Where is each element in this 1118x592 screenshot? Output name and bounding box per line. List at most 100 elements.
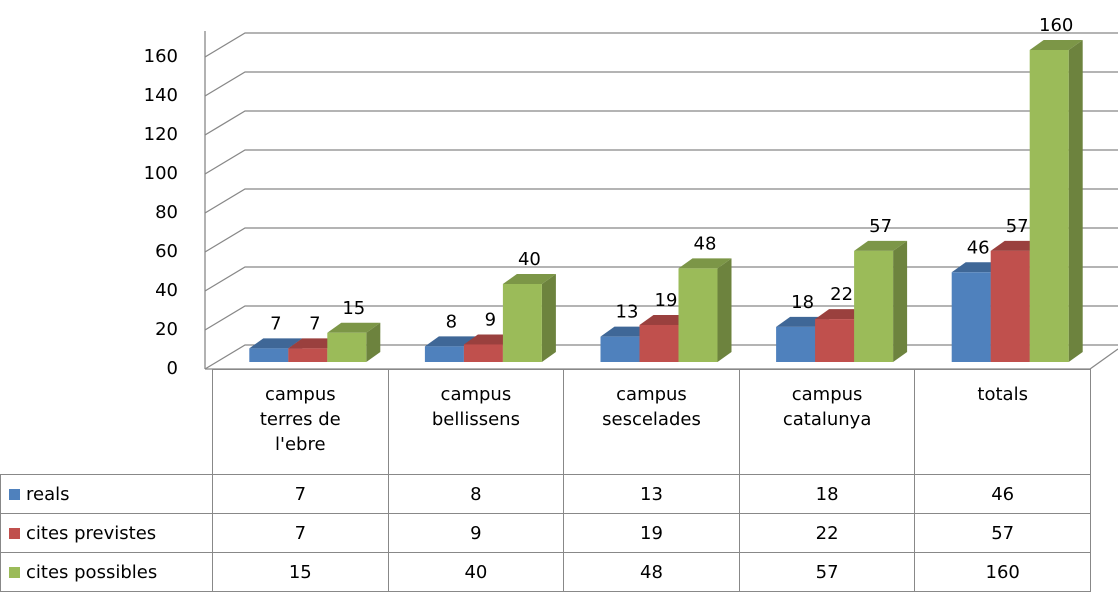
category-header: campus sescelades	[563, 369, 740, 475]
table-value: 22	[738, 513, 916, 553]
bar	[990, 250, 1030, 362]
data-label: 7	[309, 313, 320, 334]
data-label: 22	[830, 284, 853, 305]
table-value: 57	[738, 552, 916, 592]
cell-text: 160	[985, 561, 1020, 583]
cell-text: 15	[288, 561, 312, 583]
data-label: 40	[518, 249, 541, 270]
bar	[639, 324, 679, 362]
table-value: 40	[387, 552, 565, 592]
y-tick-label: 160	[144, 46, 178, 67]
table-value: 8	[387, 474, 565, 514]
cell-text: 19	[640, 522, 663, 544]
bar	[249, 348, 289, 362]
table-value: 15	[212, 552, 389, 592]
cell-text: 48	[640, 561, 663, 583]
y-tick-label: 60	[155, 241, 178, 262]
cell-text: 7	[294, 522, 307, 544]
cell-text: reals	[26, 483, 70, 505]
category-header: totals	[914, 369, 1091, 475]
grid-line	[204, 110, 1118, 136]
data-label: 57	[869, 216, 892, 237]
grid-line	[204, 149, 1118, 175]
cell-text: 8	[470, 483, 482, 505]
category-header: campus catalunya	[738, 369, 916, 475]
table-value: 48	[563, 552, 740, 592]
cell-text: 57	[815, 561, 839, 583]
y-tick-label: 80	[155, 202, 178, 223]
bar	[854, 250, 894, 362]
table-value: 19	[563, 513, 740, 553]
cell-text: campus catalunya	[782, 384, 872, 430]
bar-top	[1029, 40, 1083, 50]
legend-key	[9, 488, 20, 500]
bar-top	[249, 338, 303, 349]
table-value: 13	[563, 474, 740, 514]
bar-side	[1068, 40, 1083, 362]
legend-entry: reals	[0, 474, 213, 514]
bar	[502, 284, 542, 362]
bar	[463, 344, 503, 362]
bar-top	[424, 336, 478, 347]
data-label: 46	[967, 237, 990, 258]
legend-key	[9, 566, 20, 578]
grid-line	[204, 266, 1118, 292]
bar	[600, 336, 640, 362]
grid-line	[204, 305, 1118, 331]
bar	[776, 326, 816, 362]
data-label: 8	[446, 311, 457, 332]
data-label: 9	[485, 309, 496, 330]
cell-text: 40	[464, 561, 488, 583]
bar-top	[502, 274, 556, 284]
table-value: 57	[914, 513, 1091, 553]
y-tick-label: 120	[144, 124, 178, 145]
legend-entry: cites possibles	[0, 552, 213, 592]
data-label: 18	[791, 292, 814, 313]
y-tick-label: 20	[155, 319, 178, 340]
cell-text: 13	[640, 483, 663, 505]
y-tick-label: 140	[144, 85, 178, 106]
legend-entry: cites previstes	[0, 513, 213, 553]
bar	[424, 346, 464, 362]
category-header: campus bellissens	[387, 369, 565, 475]
bar	[815, 319, 855, 362]
legend-key	[9, 527, 20, 539]
cell-text: campus bellissens	[431, 384, 520, 430]
cell-text: 7	[294, 483, 307, 505]
bar-top	[678, 258, 732, 269]
bar-top	[327, 322, 381, 333]
table-value: 18	[738, 474, 916, 514]
data-label: 160	[1039, 15, 1073, 36]
cell-text: 22	[815, 522, 839, 544]
bar-side	[717, 258, 732, 362]
cell-text: 9	[470, 522, 482, 544]
table-value: 7	[212, 474, 389, 514]
bar	[327, 332, 367, 362]
y-tick-label: 0	[167, 358, 178, 379]
bar-side	[893, 240, 908, 362]
cell-text: campus terres de l'ebre	[259, 384, 341, 455]
cell-text: cites previstes	[26, 522, 157, 544]
bar	[678, 268, 718, 362]
grid-line	[204, 227, 1118, 253]
bar	[1029, 50, 1069, 362]
data-label: 57	[1006, 216, 1029, 237]
data-label: 13	[616, 302, 639, 323]
bar	[288, 348, 328, 362]
table-value: 7	[212, 513, 389, 553]
category-header: campus terres de l'ebre	[212, 369, 389, 475]
grid-line	[204, 32, 1118, 58]
grid-line	[204, 71, 1118, 97]
bar	[951, 272, 991, 362]
cell-text: 57	[991, 522, 1015, 544]
cell-text: cites possibles	[26, 561, 158, 583]
cell-text: campus sescelades	[602, 384, 701, 430]
y-tick-label: 100	[144, 163, 178, 184]
bar-top	[854, 240, 908, 251]
table-value: 46	[914, 474, 1091, 514]
data-label: 48	[694, 233, 717, 254]
data-label: 7	[270, 313, 281, 334]
cell-text: 18	[815, 483, 839, 505]
